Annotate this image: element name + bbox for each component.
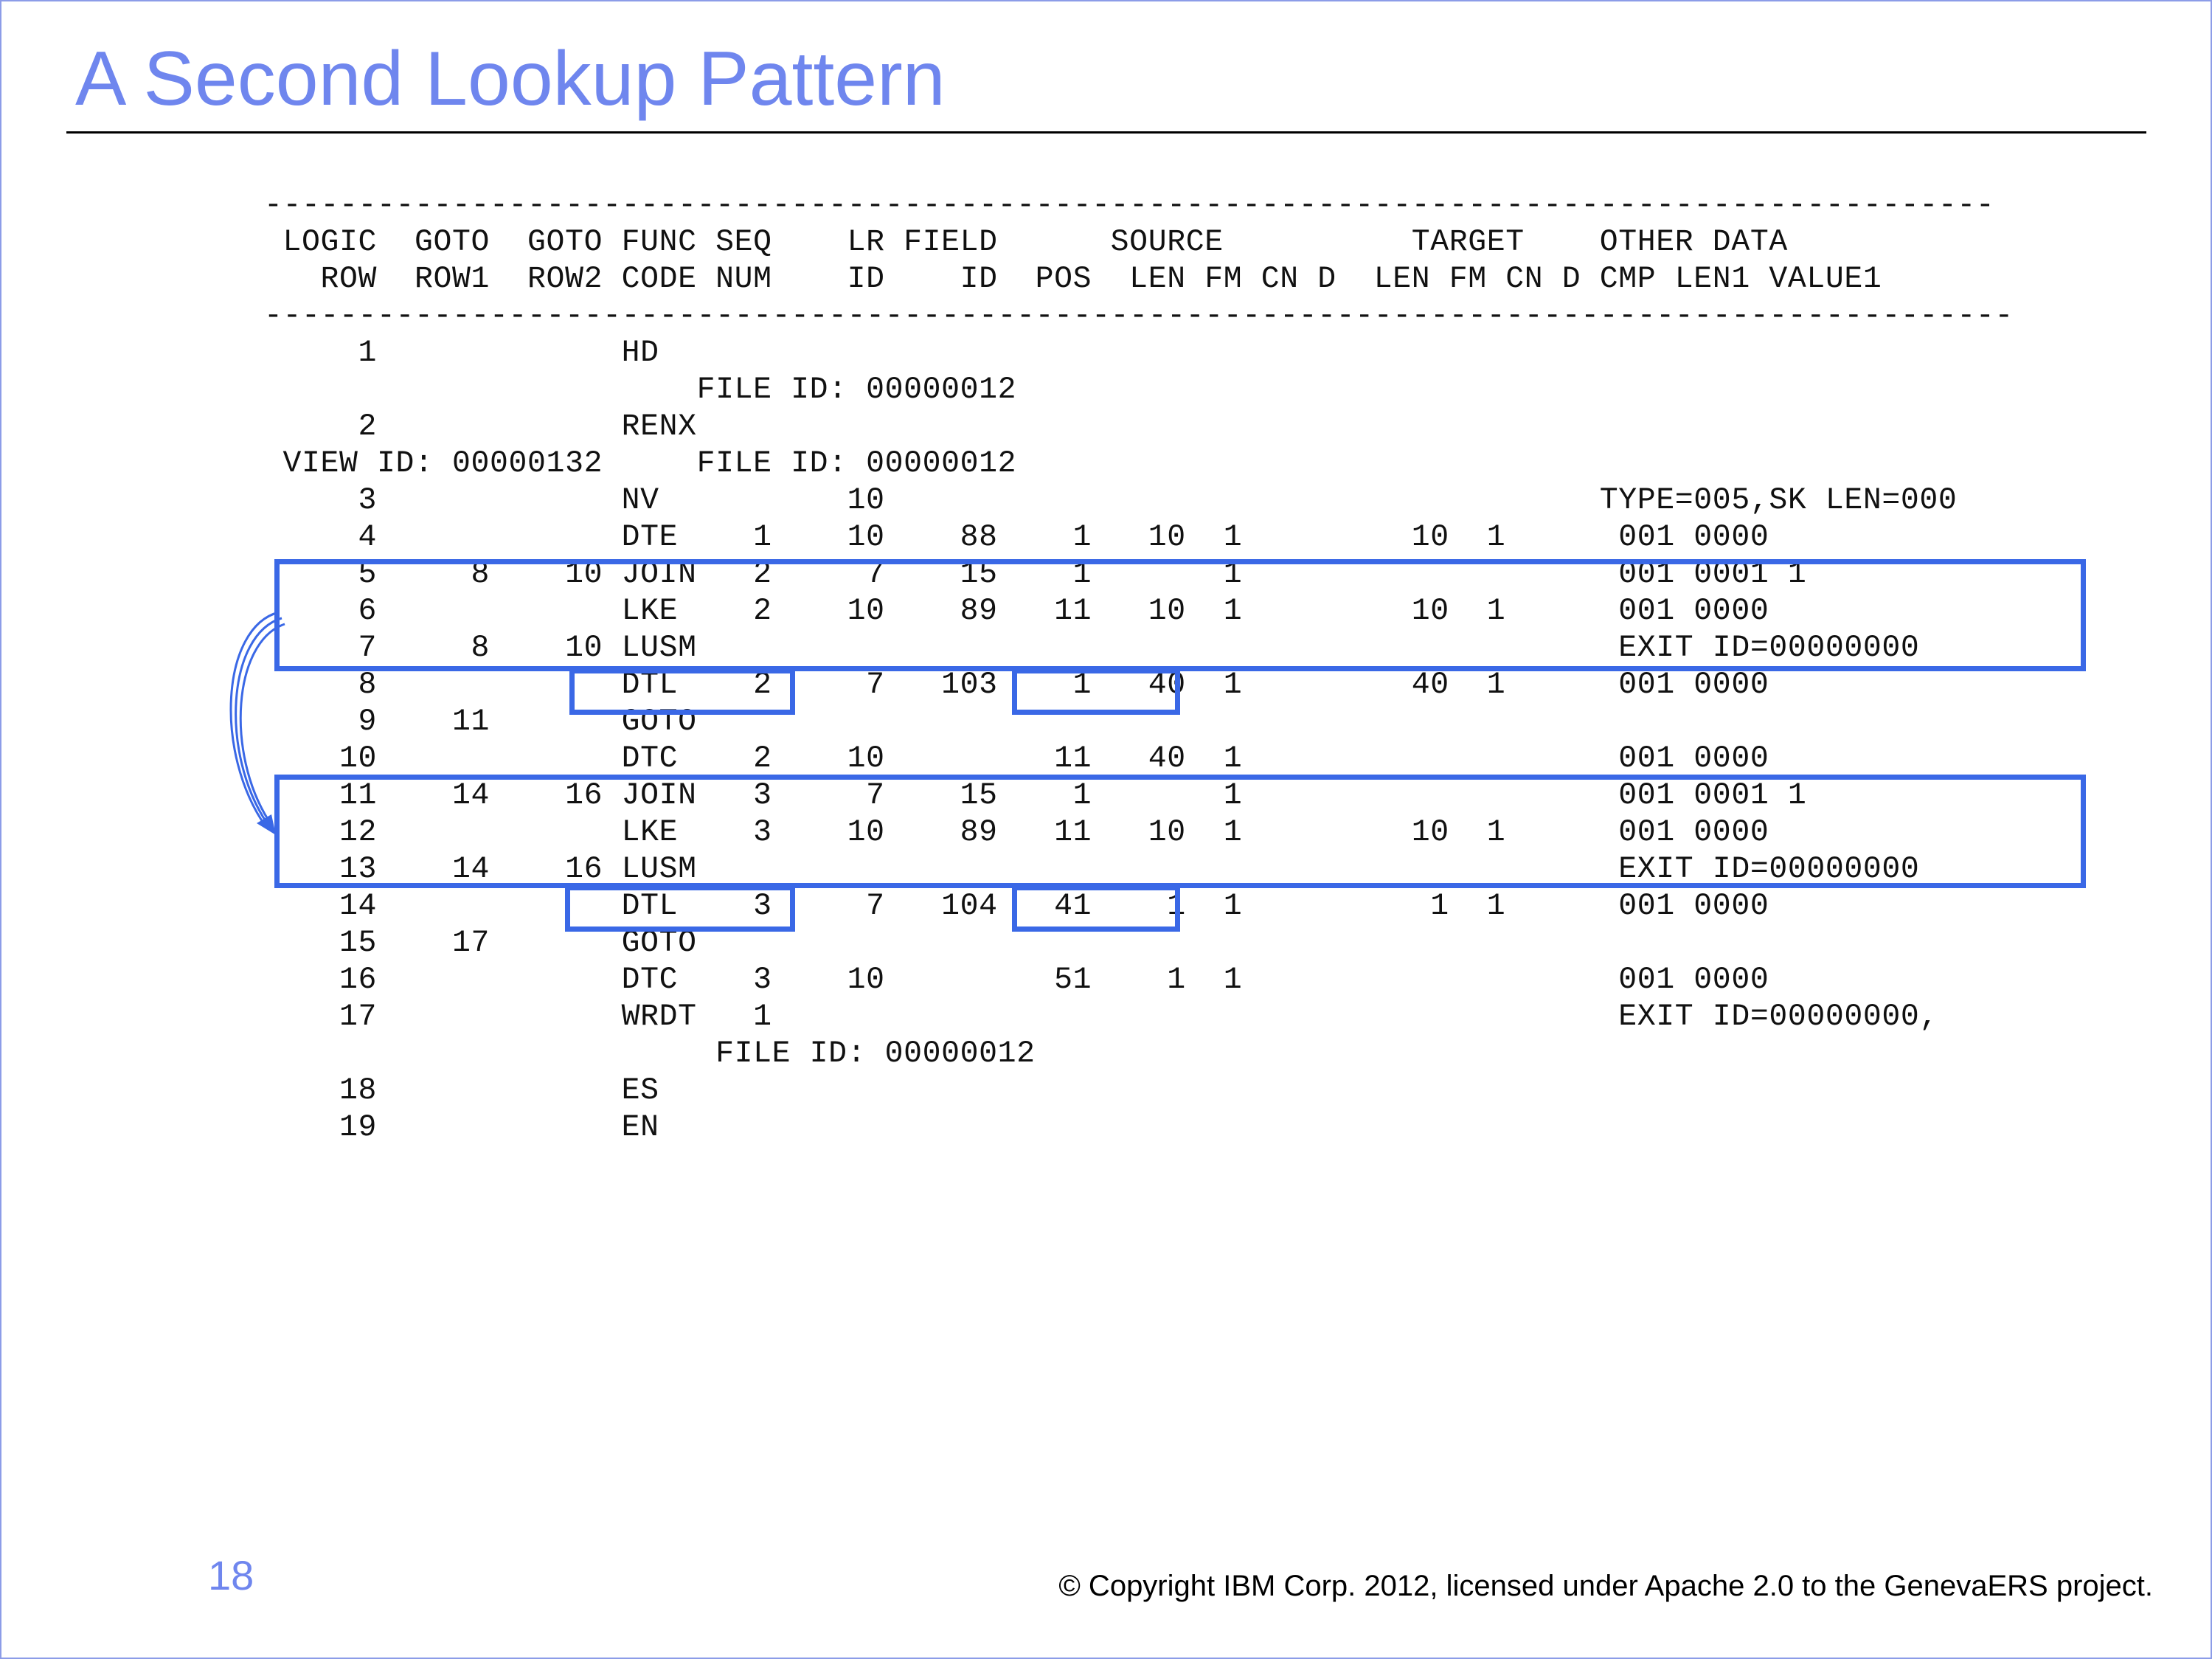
join-group-highlight-2 — [274, 775, 2086, 888]
listing-line: 17 WRDT 1 EXIT ID=00000000, — [264, 1000, 1938, 1034]
listing-header-line: ROW ROW1 ROW2 CODE NUM ID ID POS LEN FM … — [264, 262, 1882, 297]
listing-line: VIEW ID: 00000132 FILE ID: 00000012 — [264, 446, 1017, 481]
listing-line: 16 DTC 3 10 51 1 1 001 0000 — [264, 963, 1769, 997]
listing-line: 13 14 16 LUSM EXIT ID=00000000 — [264, 852, 1920, 887]
listing-line: FILE ID: 00000012 — [264, 1036, 1036, 1071]
listing-line: 8 DTL 2 7 103 1 40 1 40 1 001 0000 — [264, 668, 1769, 702]
listing-line: 2 RENX — [264, 409, 697, 444]
logic-table-listing: ----------------------------------------… — [264, 187, 2014, 1146]
listing-line: FILE ID: 00000012 — [264, 373, 1017, 407]
listing-line: 7 8 10 LUSM EXIT ID=00000000 — [264, 631, 1920, 665]
listing-line: 18 ES — [264, 1073, 659, 1108]
listing-line: 11 14 16 JOIN 3 7 15 1 1 001 0001 1 — [264, 778, 1807, 813]
listing-header-line: LOGIC GOTO GOTO FUNC SEQ LR FIELD SOURCE… — [264, 225, 1788, 260]
listing-line: 4 DTE 1 10 88 1 10 1 10 1 001 0000 — [264, 520, 1769, 555]
listing-line: ----------------------------------------… — [264, 188, 1995, 223]
dtl-func-highlight-1 — [569, 668, 795, 715]
listing-line: 19 EN — [264, 1110, 659, 1145]
listing-line: 1 HD — [264, 336, 659, 370]
dtl-source-highlight-1 — [1012, 668, 1180, 715]
copyright-notice: © Copyright IBM Corp. 2012, licensed und… — [1058, 1570, 2153, 1602]
join-group-highlight-1 — [274, 559, 2086, 671]
page-number: 18 — [208, 1552, 254, 1599]
listing-line: ----------------------------------------… — [264, 299, 2014, 333]
listing-line: 6 LKE 2 10 89 11 10 1 10 1 001 0000 — [264, 594, 1769, 628]
listing-line: 12 LKE 3 10 89 11 10 1 10 1 001 0000 — [264, 815, 1769, 850]
dtl-func-highlight-2 — [565, 885, 795, 932]
title-divider — [66, 131, 2146, 134]
listing-line: 3 NV 10 TYPE=005,SK LEN=000 — [264, 483, 1958, 518]
slide-title: A Second Lookup Pattern — [75, 36, 946, 122]
dtl-source-highlight-2 — [1012, 885, 1180, 932]
listing-line: 14 DTL 3 7 104 41 1 1 1 1 001 0000 — [264, 889, 1769, 924]
listing-line: 10 DTC 2 10 11 40 1 001 0000 — [264, 741, 1769, 776]
curved-arrow-icon — [229, 611, 285, 835]
